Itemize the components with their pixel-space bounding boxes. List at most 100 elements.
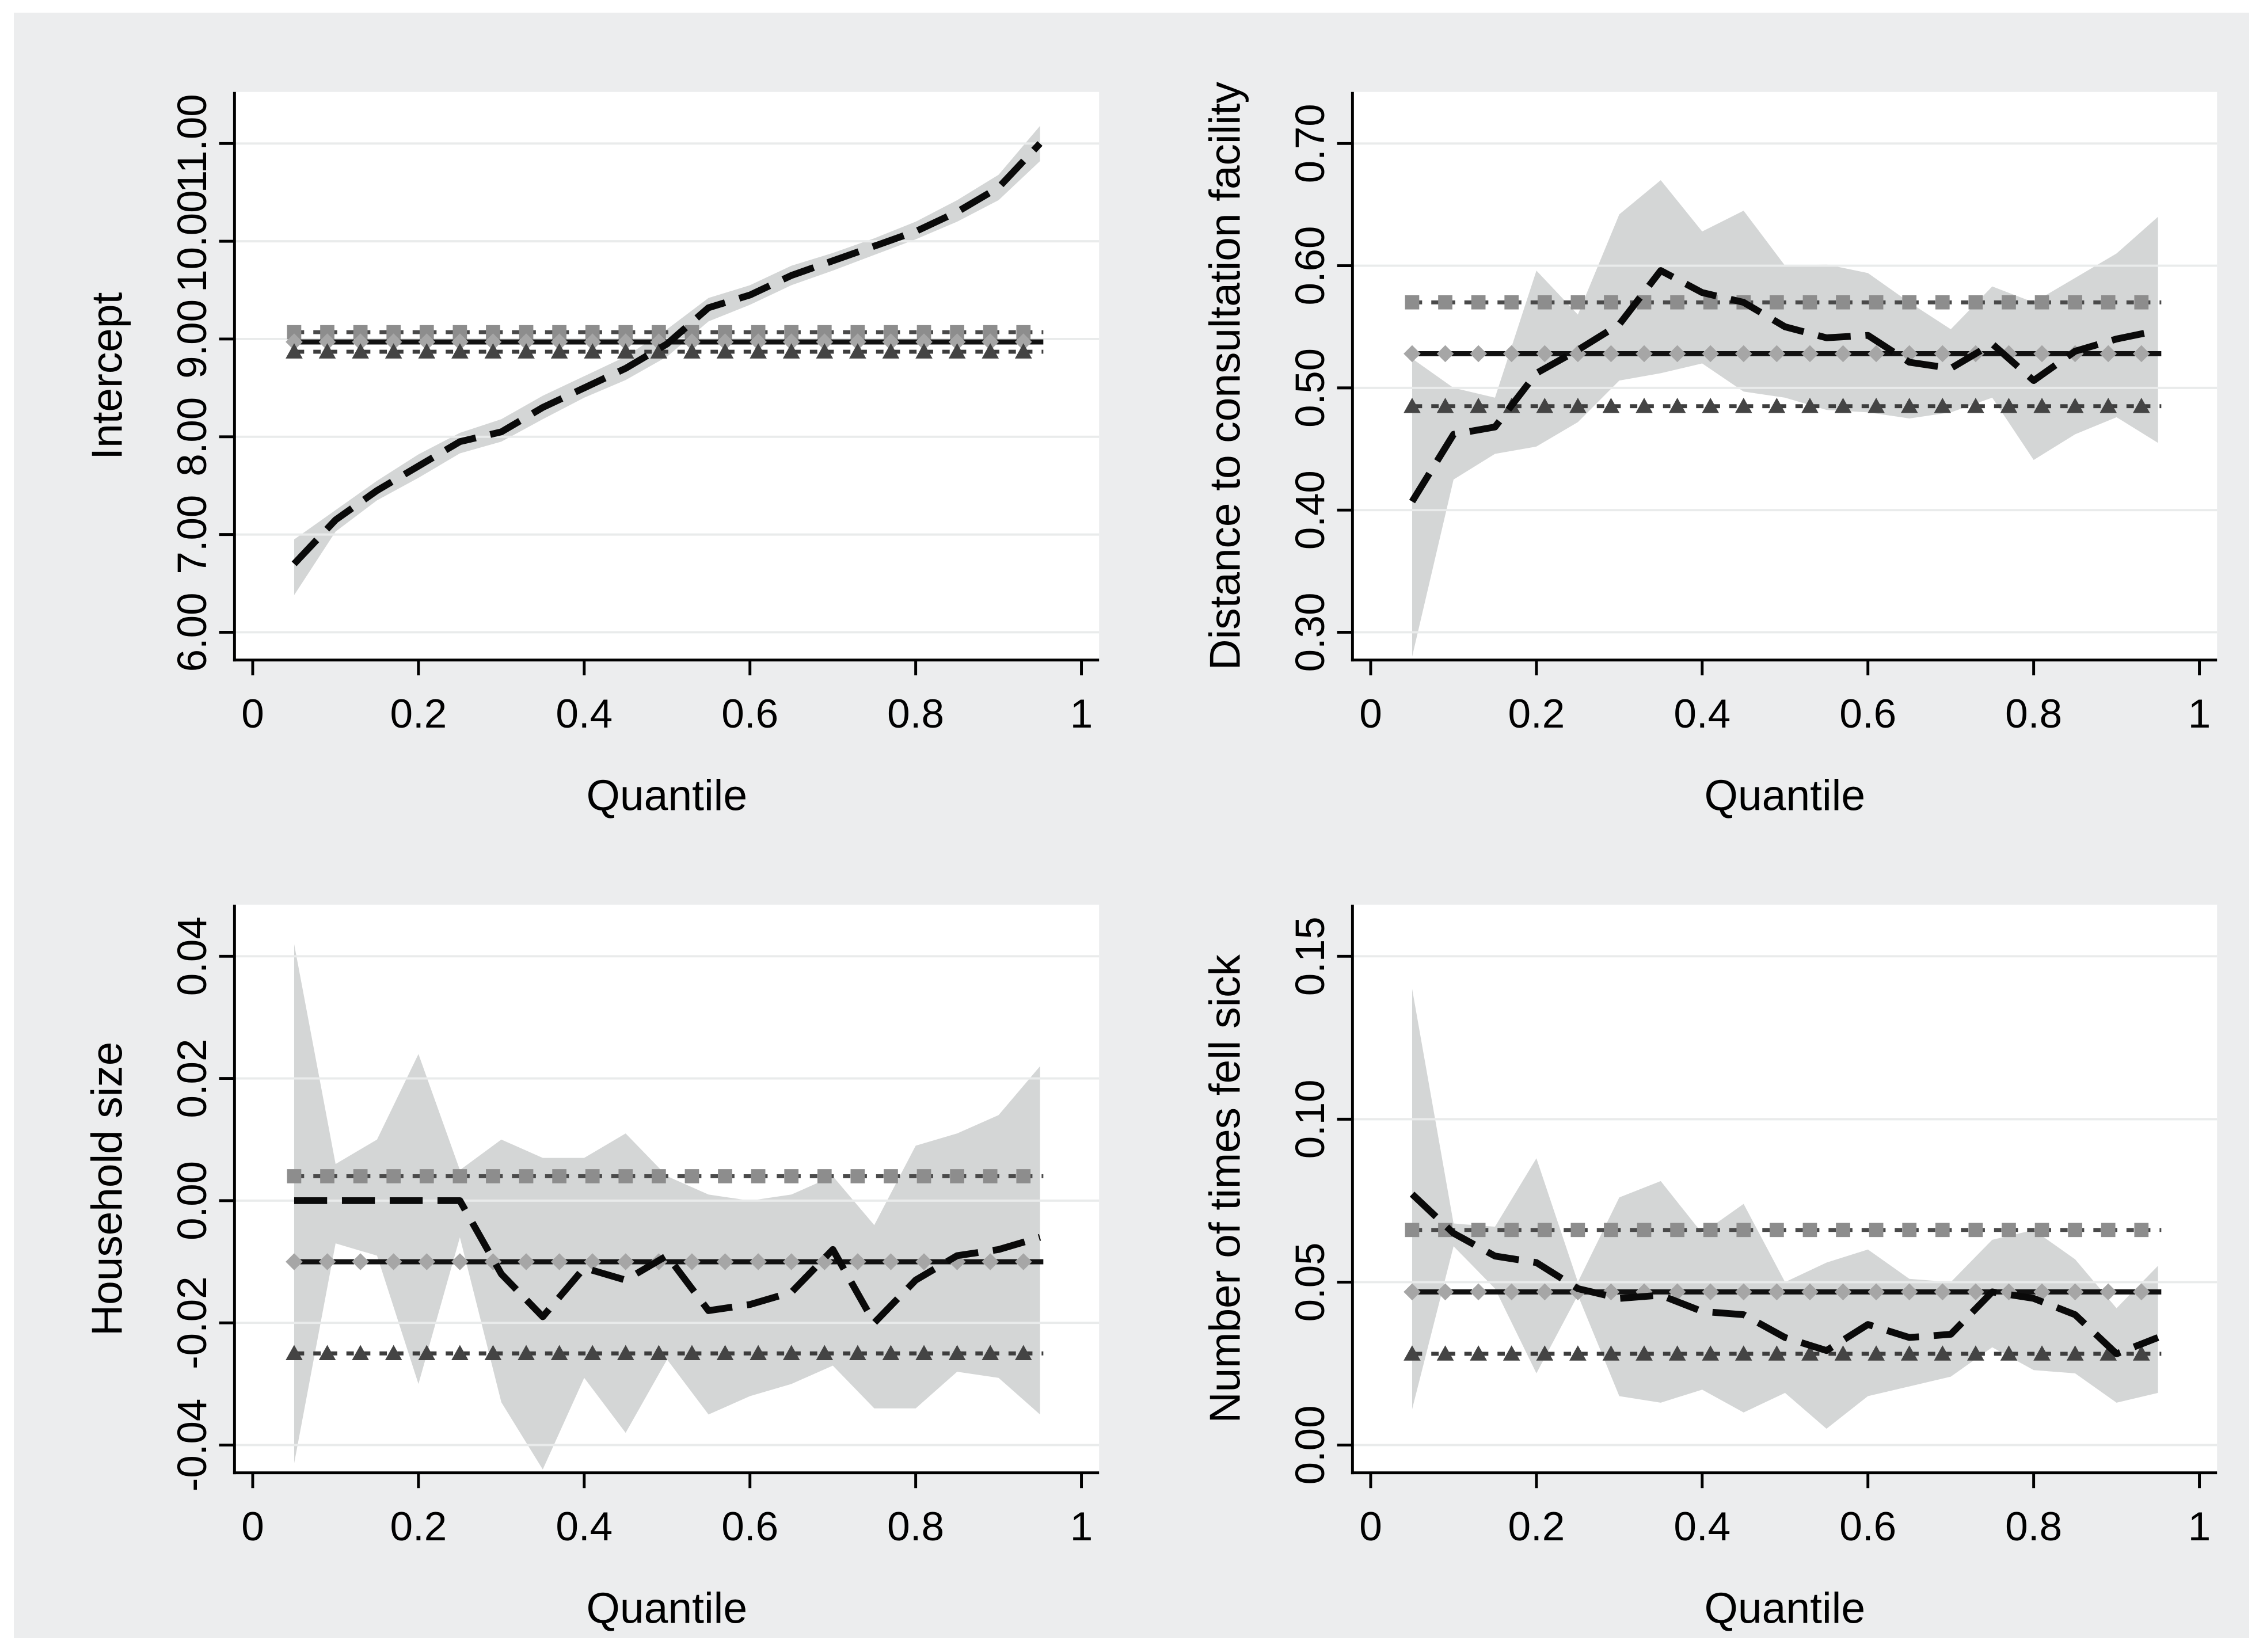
ols-ci-lower-triangle-marker [650,1345,668,1361]
y-axis-title: Household size [83,1042,131,1336]
y-axis-title: Distance to consultation facility [1200,82,1249,671]
y-tick-label: 11.00 [170,94,215,193]
ols-ci-lower-triangle-marker [1635,397,1653,413]
x-tick-label: 0.6 [1839,1504,1896,1550]
ols-diamond-marker [1014,1253,1032,1270]
ols-ci-lower-triangle-marker [849,343,866,359]
ols-diamond-marker [2132,1283,2150,1301]
ols-diamond-marker [385,1253,402,1270]
ols-ci-lower-triangle-marker [352,1345,369,1361]
ols-ci-lower-triangle-marker [385,343,402,359]
y-tick-label: 0.00 [170,1161,215,1240]
ols-ci-upper-square-marker [1935,295,1950,310]
ols-ci-lower-triangle-marker [2132,1345,2150,1361]
ols-ci-lower-triangle-marker [1569,1345,1587,1361]
ols-ci-lower-triangle-marker [2099,397,2117,413]
ols-ci-upper-square-marker [353,1169,368,1183]
ols-ci-lower-triangle-marker [1668,1345,1686,1361]
ols-ci-upper-square-marker [1471,295,1485,310]
ols-ci-lower-triangle-marker [518,343,535,359]
ols-diamond-marker [1867,345,1885,363]
ols-ci-upper-square-marker [386,1169,401,1183]
ols-ci-lower-triangle-marker [915,343,933,359]
ols-ci-upper-square-marker [751,1169,766,1183]
ols-ci-upper-square-marker [1016,1169,1031,1183]
ols-ci-upper-square-marker [1769,295,1784,310]
ols-ci-upper-square-marker [1603,295,1618,310]
ols-ci-lower-triangle-marker [2000,1345,2017,1361]
ols-ci-lower-triangle-marker [1933,397,1951,413]
ols-diamond-marker [2099,345,2117,363]
ols-ci-lower-triangle-marker [484,343,502,359]
ols-ci-lower-triangle-marker [750,343,767,359]
ols-ci-lower-triangle-marker [2066,397,2083,413]
ols-ci-lower-triangle-marker [1469,1345,1487,1361]
ols-ci-upper-square-marker [1537,295,1552,310]
ols-ci-upper-square-marker [552,1169,566,1183]
ols-diamond-marker [1768,1283,1785,1301]
ols-ci-lower-triangle-marker [1967,1345,1984,1361]
ols-ci-lower-triangle-marker [1834,397,1851,413]
ols-ci-upper-square-marker [2001,1223,2016,1238]
panel-cell-number-of-times-fell-sick: 0 0.2 0.4 0.6 0.8 1 0.00 0.05 0.10 0.15 Number of … [1132,825,2250,1638]
ols-ci-lower-triangle-marker [385,1345,402,1361]
ols-diamond-marker [1900,1283,1918,1301]
ols-ci-lower-triangle-marker [451,343,469,359]
ols-ci-upper-square-marker [1968,295,1983,310]
ols-ci-lower-triangle-marker [617,1345,634,1361]
ols-ci-lower-triangle-marker [683,1345,701,1361]
y-tick-label: 9.00 [170,299,215,379]
x-tick-label: 1 [1070,1504,1093,1550]
ols-ci-lower-triangle-marker [849,1345,866,1361]
quantile-estimate-line [294,1197,1041,1327]
y-tick-label: 0.15 [1287,916,1333,996]
ols-ci-lower-triangle-marker [2066,1345,2083,1361]
y-tick-label: -0.04 [170,1399,215,1491]
ols-diamond-marker [2099,1283,2117,1301]
ols-ci-lower-triangle-marker [518,1345,535,1361]
ols-ci-lower-triangle-marker [683,343,701,359]
ols-ci-lower-triangle-marker [650,343,668,359]
ols-ci-lower-triangle-marker [617,343,634,359]
x-tick-label: 0.6 [721,691,778,737]
ols-ci-upper-square-marker [1736,1223,1751,1238]
ols-ci-lower-triangle-marker [1735,1345,1752,1361]
x-tick-label: 0.2 [1508,691,1565,737]
ols-ci-lower-triangle-marker [1801,397,1819,413]
ols-diamond-marker [1933,1283,1951,1301]
ols-ci-lower-triangle-marker [1900,397,1918,413]
panel-grid: 0 0.2 0.4 0.6 0.8 1 6.00 7.00 8.00 9.00 10.00 11.00… [14,13,2249,1638]
ols-ci-lower-triangle-marker [1701,397,1719,413]
x-tick-label: 0.2 [390,1504,447,1550]
ols-ci-upper-square-marker [1935,1223,1950,1238]
y-axis-title: Intercept [83,292,131,460]
chart-panel-number-of-times-fell-sick: 0 0.2 0.4 0.6 0.8 1 0.00 0.05 0.10 0.15 Number of … [1200,904,2217,1632]
ols-ci-upper-square-marker [1471,1223,1485,1238]
ols-diamond-marker [1967,1283,1984,1301]
ols-diamond-marker [1503,345,1520,363]
ols-diamond-marker [750,1253,767,1270]
x-tick-label: 0.4 [556,1504,613,1550]
ols-ci-upper-square-marker [817,1169,832,1183]
ols-diamond-marker [1735,1283,1752,1301]
confidence-band [294,944,1040,1470]
ols-ci-upper-square-marker [1603,1223,1618,1238]
ols-ci-lower-triangle-marker [550,1345,568,1361]
ols-diamond-marker [1701,345,1719,363]
ols-ci-lower-triangle-marker [484,1345,502,1361]
ols-ci-upper-square-marker [287,1169,302,1183]
ols-ci-lower-triangle-marker [286,1345,303,1361]
y-tick-label: 0.60 [1287,226,1333,306]
ols-ci-lower-triangle-marker [816,1345,834,1361]
panel-cell-household-size: 0 0.2 0.4 0.6 0.8 1 -0.04 -0.02 0.00 0.02 0.04 Hous… [14,825,1132,1638]
ols-diamond-marker [352,1253,369,1270]
ols-ci-upper-square-marker [1537,1223,1552,1238]
ols-diamond-marker [318,1253,336,1270]
ols-ci-lower-triangle-marker [1535,1345,1553,1361]
x-axis-title: Quantile [1704,771,1865,820]
ols-ci-upper-square-marker [1637,1223,1651,1238]
ols-ci-lower-triangle-marker [1436,1345,1454,1361]
ols-ci-lower-triangle-marker [948,1345,966,1361]
ols-ci-upper-square-marker [618,1169,633,1183]
ols-diamond-marker [1602,345,1619,363]
